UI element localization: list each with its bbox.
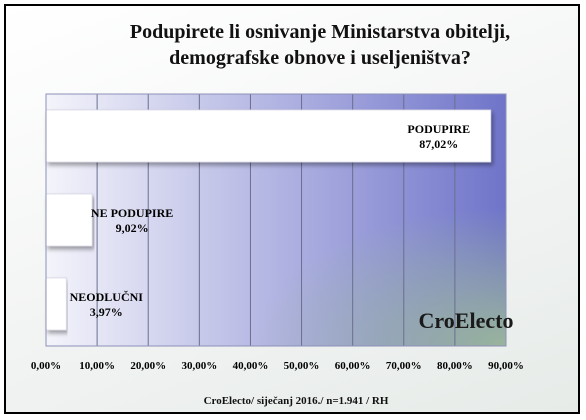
bar-value-label: 87,02% <box>419 137 458 151</box>
bar-category-label: NEODLUČNI <box>70 290 144 304</box>
watermark-logo-text: CroElecto <box>419 308 514 333</box>
bar-1 <box>45 193 93 247</box>
bar-2 <box>45 277 67 331</box>
x-tick-label: 60,00% <box>335 360 371 372</box>
x-tick-label: 20,00% <box>130 360 166 372</box>
bar-0 <box>45 109 492 163</box>
x-tick-label: 10,00% <box>79 360 115 372</box>
x-tick-label: 0,00% <box>31 360 61 372</box>
bars <box>45 109 492 331</box>
x-axis-tick-labels: 0,00% 10,00% 20,00% 30,00% 40,00% 50,00% 60,00… <box>31 360 524 372</box>
chart-title-line-2: demografske obnove i useljeništva? <box>169 47 471 69</box>
bar-category-label: NE PODUPIRE <box>91 206 173 220</box>
bar-category-label: PODUPIRE <box>407 122 470 136</box>
x-tick-label: 70,00% <box>386 360 422 372</box>
chart-frame: Podupirete li osnivanje Ministarstva obi… <box>4 4 580 414</box>
chart-title-line-1: Podupirete li osnivanje Ministarstva obi… <box>130 21 510 43</box>
x-tick-label: 50,00% <box>284 360 320 372</box>
bar-value-label: 9,02% <box>116 221 149 235</box>
x-tick-label: 90,00% <box>488 360 524 372</box>
chart-svg: Podupirete li osnivanje Ministarstva obi… <box>31 21 524 407</box>
plot-border <box>45 93 507 347</box>
x-tick-label: 30,00% <box>181 360 217 372</box>
footer-source: CroElecto/ siječanj 2016./ n=1.941 / RH <box>204 395 389 407</box>
bar-value-label: 3,97% <box>90 305 123 319</box>
x-tick-label: 40,00% <box>233 360 269 372</box>
x-tick-label: 80,00% <box>437 360 473 372</box>
